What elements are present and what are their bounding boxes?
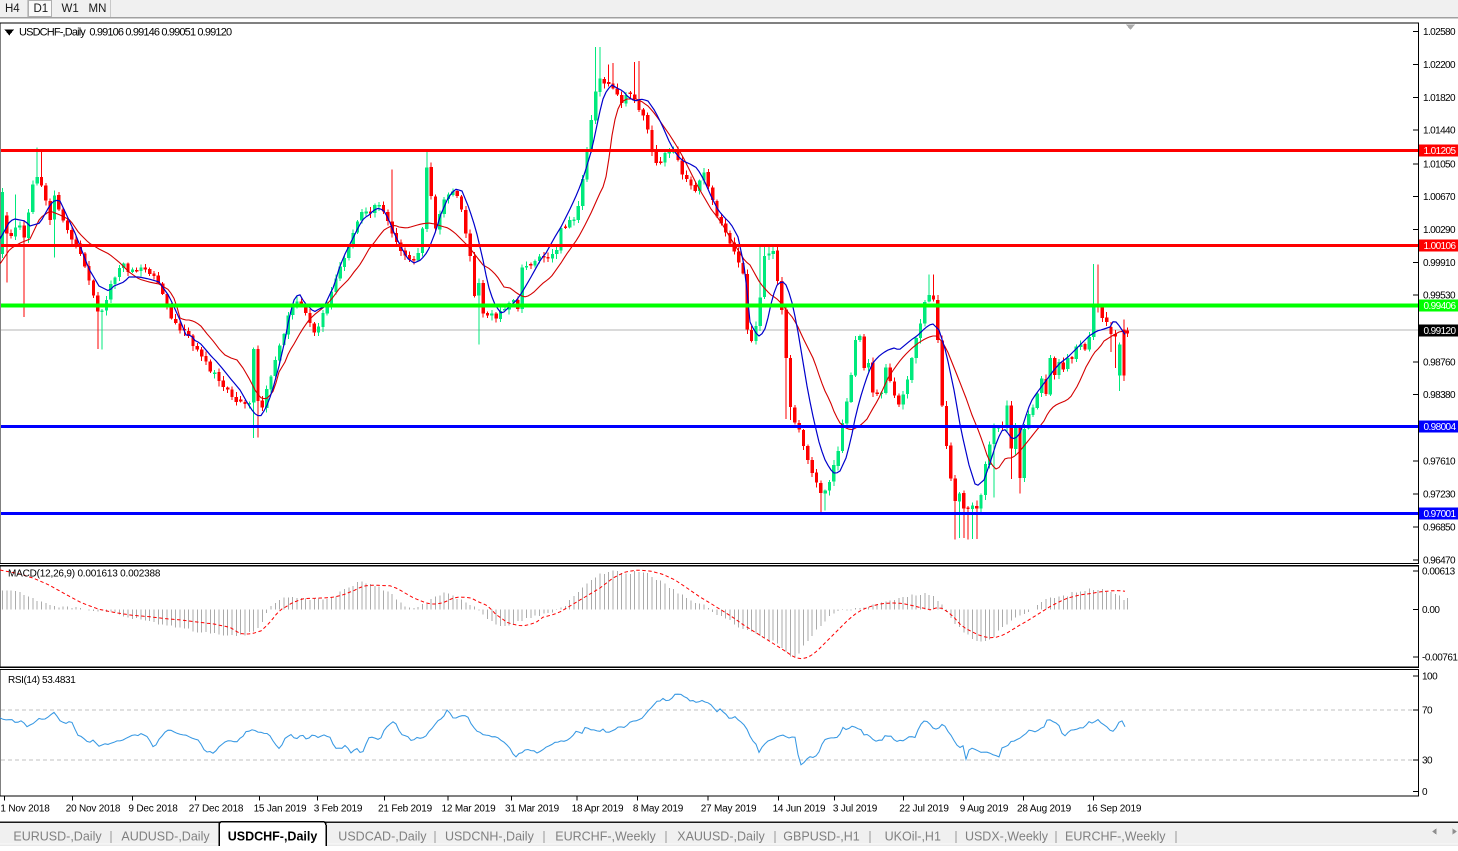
svg-text:|: |: [542, 830, 545, 844]
svg-text:USDCHF-,Daily: USDCHF-,Daily: [228, 830, 318, 844]
svg-text:3 Feb 2019: 3 Feb 2019: [314, 804, 363, 815]
svg-text:1.01820: 1.01820: [1423, 93, 1456, 104]
svg-text:12 Mar 2019: 12 Mar 2019: [442, 804, 497, 815]
svg-text:AUDUSD-,Daily: AUDUSD-,Daily: [121, 830, 210, 844]
svg-text:1 Nov 2018: 1 Nov 2018: [0, 804, 50, 815]
svg-text:|: |: [664, 830, 667, 844]
svg-text:-0.00761: -0.00761: [1422, 652, 1458, 663]
svg-text:1.01050: 1.01050: [1423, 159, 1456, 170]
svg-text:22 Jul 2019: 22 Jul 2019: [899, 804, 949, 815]
svg-text:0.96470: 0.96470: [1423, 555, 1456, 566]
svg-text:31 Mar 2019: 31 Mar 2019: [505, 804, 560, 815]
svg-text:9 Dec 2018: 9 Dec 2018: [128, 804, 178, 815]
svg-text:9 Aug 2019: 9 Aug 2019: [960, 804, 1009, 815]
svg-text:0.97230: 0.97230: [1423, 490, 1456, 501]
svg-text:H4: H4: [5, 3, 20, 15]
svg-text:1.00290: 1.00290: [1423, 225, 1456, 236]
svg-text:1.00106: 1.00106: [1424, 241, 1457, 252]
svg-text:0.00: 0.00: [1422, 605, 1440, 616]
svg-text:0.98380: 0.98380: [1423, 390, 1456, 401]
svg-text:28 Aug 2019: 28 Aug 2019: [1017, 804, 1072, 815]
svg-text:0.00613: 0.00613: [1422, 567, 1456, 578]
svg-text:0.99910: 0.99910: [1423, 258, 1456, 269]
svg-text:USDCHF-,Daily 0.99106 0.99146: USDCHF-,Daily 0.99106 0.99146 0.99051 0.…: [19, 27, 232, 39]
svg-text:EURUSD-,Daily: EURUSD-,Daily: [13, 830, 102, 844]
svg-text:0: 0: [1422, 787, 1428, 798]
svg-text:MN: MN: [89, 3, 107, 15]
svg-text:0.99406: 0.99406: [1424, 301, 1457, 312]
svg-text:8 May 2019: 8 May 2019: [633, 804, 684, 815]
svg-text:16 Sep 2019: 16 Sep 2019: [1087, 804, 1142, 815]
svg-text:|: |: [1174, 830, 1177, 844]
svg-text:|: |: [773, 830, 776, 844]
svg-text:15 Jan 2019: 15 Jan 2019: [254, 804, 307, 815]
svg-text:|: |: [109, 830, 112, 844]
svg-text:|: |: [433, 830, 436, 844]
svg-text:1.02200: 1.02200: [1423, 60, 1456, 71]
svg-text:MACD(12,26,9) 0.001613 0.00238: MACD(12,26,9) 0.001613 0.002388: [8, 569, 161, 580]
svg-text:|: |: [868, 830, 871, 844]
svg-text:30: 30: [1422, 756, 1433, 767]
svg-text:18 Apr 2019: 18 Apr 2019: [572, 804, 624, 815]
svg-text:1.01440: 1.01440: [1423, 126, 1456, 137]
svg-text:70: 70: [1422, 706, 1433, 717]
svg-text:0.99530: 0.99530: [1423, 291, 1456, 302]
svg-text:|: |: [954, 830, 957, 844]
svg-text:20 Nov 2018: 20 Nov 2018: [66, 804, 121, 815]
svg-text:3 Jul 2019: 3 Jul 2019: [833, 804, 878, 815]
svg-text:GBPUSD-,H1: GBPUSD-,H1: [783, 830, 859, 844]
svg-text:21 Feb 2019: 21 Feb 2019: [378, 804, 433, 815]
svg-text:W1: W1: [62, 3, 79, 15]
svg-text:1.01205: 1.01205: [1424, 146, 1457, 157]
svg-text:EURCHF-,Weekly: EURCHF-,Weekly: [1065, 830, 1166, 844]
svg-text:27 May 2019: 27 May 2019: [701, 804, 757, 815]
svg-text:100: 100: [1422, 672, 1438, 683]
svg-text:27 Dec 2018: 27 Dec 2018: [189, 804, 244, 815]
svg-text:D1: D1: [34, 3, 49, 15]
svg-text:0.97001: 0.97001: [1424, 509, 1457, 520]
svg-text:RSI(14) 53.4831: RSI(14) 53.4831: [8, 675, 76, 686]
svg-text:0.96850: 0.96850: [1423, 522, 1456, 533]
svg-text:1.02580: 1.02580: [1423, 27, 1456, 38]
svg-text:0.97610: 0.97610: [1423, 457, 1456, 468]
svg-text:UKOil-,H1: UKOil-,H1: [885, 830, 941, 844]
svg-text:USDCNH-,Daily: USDCNH-,Daily: [445, 830, 535, 844]
svg-text:|: |: [1054, 830, 1057, 844]
svg-text:14 Jun 2019: 14 Jun 2019: [773, 804, 826, 815]
svg-text:0.99120: 0.99120: [1424, 326, 1457, 337]
svg-text:0.98760: 0.98760: [1423, 357, 1456, 368]
svg-text:EURCHF-,Weekly: EURCHF-,Weekly: [555, 830, 656, 844]
svg-text:0.98004: 0.98004: [1424, 422, 1457, 433]
svg-text:USDCAD-,Daily: USDCAD-,Daily: [338, 830, 427, 844]
svg-text:1.00670: 1.00670: [1423, 192, 1456, 203]
svg-text:XAUUSD-,Daily: XAUUSD-,Daily: [677, 830, 765, 844]
svg-text:USDX-,Weekly: USDX-,Weekly: [965, 830, 1049, 844]
